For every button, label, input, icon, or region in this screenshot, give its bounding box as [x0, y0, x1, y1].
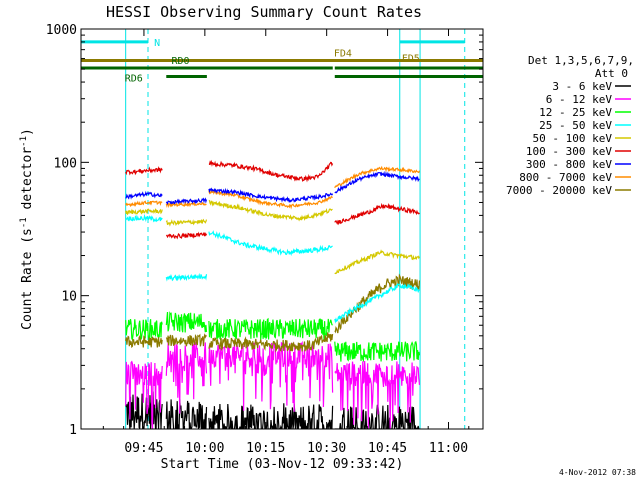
annotation-label-0: N — [154, 38, 160, 49]
legend-label-s25_50: 25 - 50 keV — [539, 119, 612, 132]
legend-label-s6_12: 6 - 12 keV — [546, 93, 613, 106]
x-axis: 09:45 10:00 10:15 10:30 10:45 11:00 — [102, 29, 470, 456]
series-line-s50_100 — [125, 199, 421, 275]
x-tick-label-5: 11:00 — [429, 441, 468, 456]
x-axis-label: Start Time (03-Nov-12 09:33:42) — [161, 457, 404, 472]
y-tick-label-0: 1 — [69, 423, 77, 438]
legend-label-s300_800: 300 - 800 keV — [526, 158, 612, 171]
annotation-label-4: RD0 — [171, 56, 189, 67]
annotation-bars: N FD4 FD5 RD0 RD6 — [81, 38, 483, 85]
legend-label-s12_25: 12 - 25 keV — [539, 106, 612, 119]
legend-header-line2: Att 0 — [595, 67, 628, 80]
series-lines — [125, 159, 421, 429]
series-line-s25_50 — [125, 213, 420, 324]
legend-label-s3_6: 3 - 6 keV — [552, 80, 612, 93]
series-line-s7000_20000 — [125, 273, 421, 353]
footer-timestamp: 4-Nov-2012 07:38 — [559, 468, 636, 477]
series-line-s6_12 — [125, 340, 421, 429]
x-tick-label-2: 10:15 — [246, 441, 285, 456]
y-tick-label-1: 10 — [61, 290, 77, 305]
annotation-label-5: RD6 — [125, 74, 143, 85]
x-tick-label-3: 10:30 — [307, 441, 346, 456]
y-tick-label-3: 1000 — [46, 23, 77, 38]
x-tick-label-0: 09:45 — [124, 441, 163, 456]
chart-title: HESSI Observing Summary Count Rates — [106, 3, 422, 21]
vertical-markers — [81, 29, 466, 429]
legend-label-s50_100: 50 - 100 keV — [533, 132, 613, 145]
legend-label-s7000_20000: 7000 - 20000 keV — [506, 184, 612, 197]
series-line-s3_6 — [125, 391, 420, 429]
legend-header-line1: Det 1,3,5,6,7,9, — [528, 54, 634, 67]
annotation-label-3: FD5 — [402, 54, 420, 65]
annotation-label-2: FD4 — [334, 49, 352, 60]
y-tick-label-2: 100 — [54, 156, 77, 171]
plot-frame — [80, 28, 484, 430]
x-tick-label-4: 10:45 — [368, 441, 407, 456]
series-line-s800_7000 — [125, 165, 421, 210]
legend-label-s800_7000: 800 - 7000 keV — [519, 171, 612, 184]
series-line-s12_25 — [125, 311, 421, 363]
y-axis-label: Count Rate (s-1 detector-1) — [19, 128, 35, 330]
x-tick-label-1: 10:00 — [185, 441, 224, 456]
series-line-s100_300 — [125, 159, 420, 240]
legend-label-s100_300: 100 - 300 keV — [526, 145, 612, 158]
series-line-s300_800 — [125, 170, 420, 206]
y-axis: 1 10 100 1000 — [46, 23, 483, 438]
